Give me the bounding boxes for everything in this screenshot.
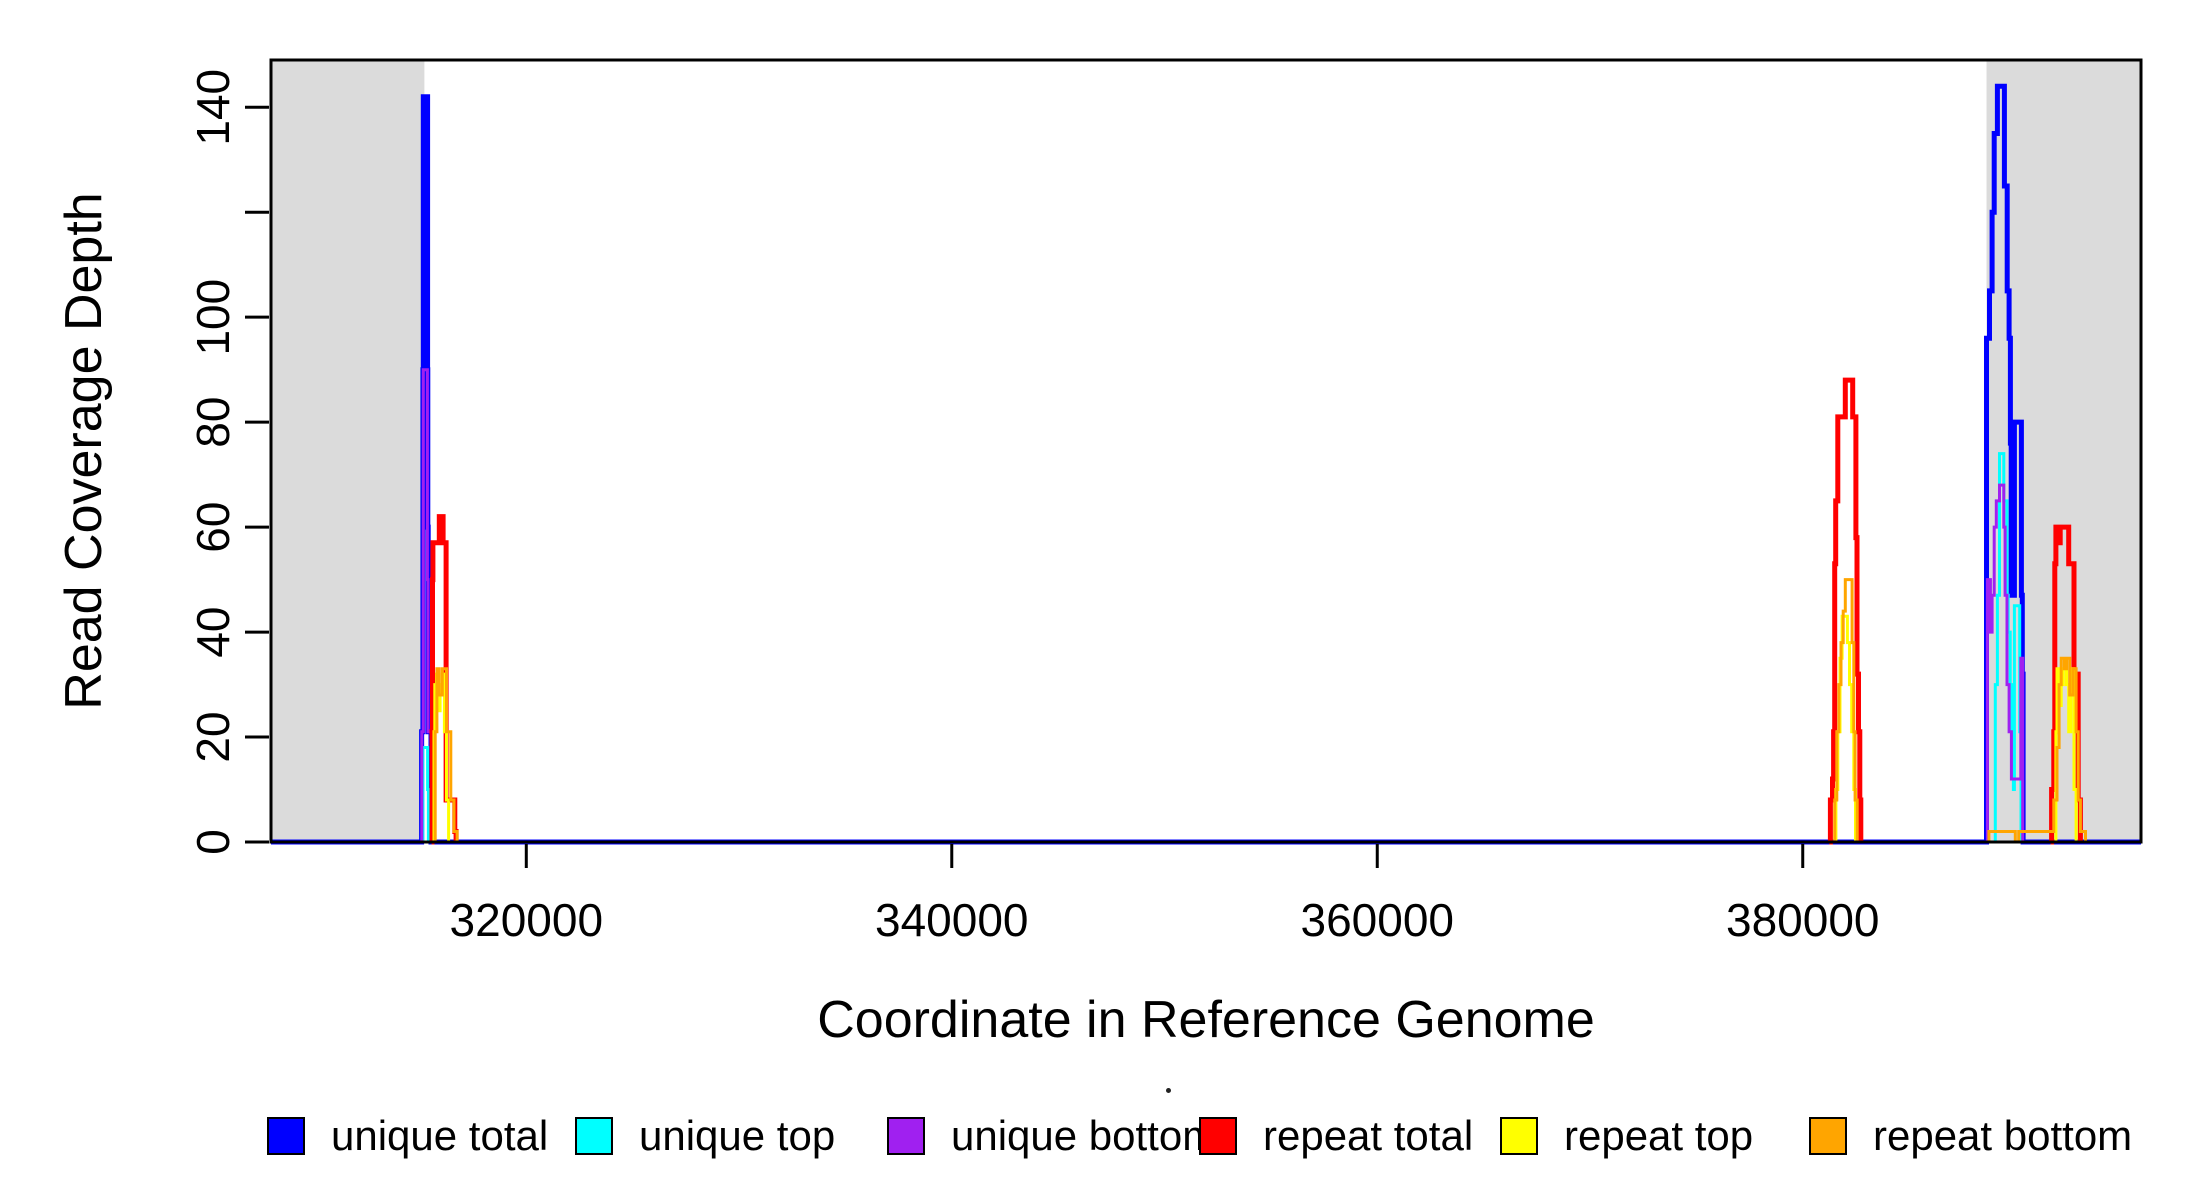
legend-item-repeat-top: repeat top xyxy=(1500,1112,1753,1160)
repeat-top-swatch xyxy=(1500,1117,1538,1155)
y-tick-label: 140 xyxy=(187,69,239,146)
series-unique-total xyxy=(271,83,2141,845)
legend-item-repeat-total: repeat total xyxy=(1199,1112,1473,1160)
unique-total-swatch xyxy=(267,1117,305,1155)
repeat-bottom-swatch xyxy=(1809,1117,1847,1155)
shaded-region xyxy=(271,60,425,842)
legend-label: repeat top xyxy=(1564,1112,1754,1159)
legend-label: unique top xyxy=(639,1112,836,1159)
series-repeat-total xyxy=(1827,377,1864,845)
y-tick-label: 0 xyxy=(187,829,239,855)
unique-bottom-swatch xyxy=(887,1117,925,1155)
series-repeat-bottom xyxy=(1832,578,1859,844)
legend-item-unique-top: unique top xyxy=(575,1112,835,1160)
x-tick-label: 340000 xyxy=(875,894,1029,946)
x-axis-title: Coordinate in Reference Genome xyxy=(817,991,1595,1049)
series-repeat-bottom xyxy=(433,667,459,844)
y-tick-label: 80 xyxy=(187,397,239,448)
legend-label: unique total xyxy=(331,1112,549,1159)
y-tick-label: 100 xyxy=(187,279,239,356)
y-axis-title: Read Coverage Depth xyxy=(55,192,113,710)
legend-item-repeat-bottom: repeat bottom xyxy=(1809,1112,2132,1160)
x-tick-label: 380000 xyxy=(1726,894,1880,946)
legend-label: unique bottom xyxy=(951,1112,1218,1159)
series-unique-bottom xyxy=(271,368,2141,844)
stray-dot xyxy=(1166,1088,1171,1093)
legend-item-unique-bottom: unique bottom xyxy=(887,1112,1217,1160)
repeat-total-swatch xyxy=(1199,1117,1237,1155)
legend-item-unique-total: unique total xyxy=(267,1112,548,1160)
y-tick-label: 20 xyxy=(187,711,239,762)
unique-top-swatch xyxy=(575,1117,613,1155)
plot-border xyxy=(269,58,2143,844)
y-tick-label: 40 xyxy=(187,606,239,657)
y-tick-label: 60 xyxy=(187,502,239,553)
x-tick-label: 360000 xyxy=(1301,894,1455,946)
legend-label: repeat bottom xyxy=(1873,1112,2133,1159)
x-tick-label: 320000 xyxy=(450,894,604,946)
legend-label: repeat total xyxy=(1263,1112,1474,1159)
